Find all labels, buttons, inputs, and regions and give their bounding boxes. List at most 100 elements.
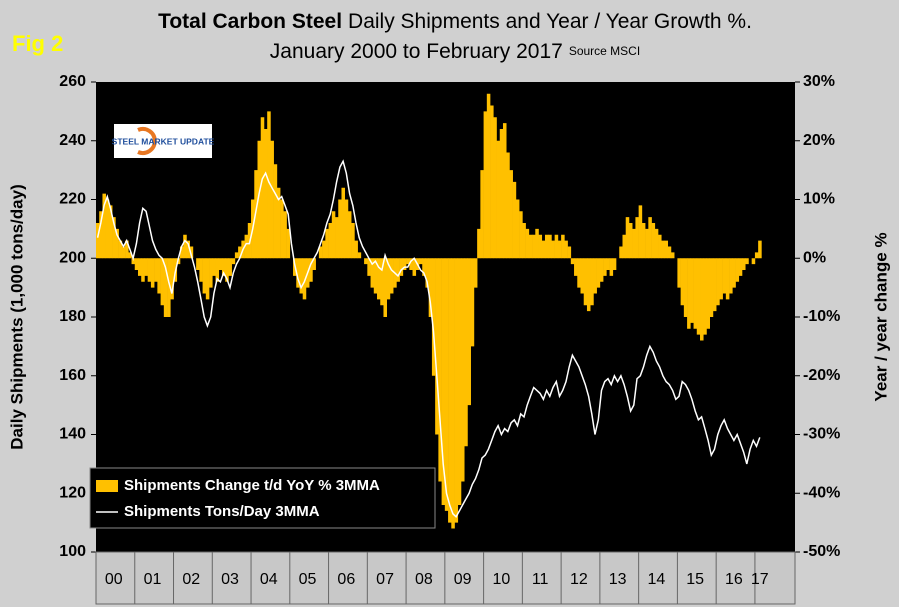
bar xyxy=(312,258,316,270)
bar xyxy=(276,187,281,259)
bar xyxy=(131,258,136,265)
bar xyxy=(386,258,391,300)
y-tick-label: 220 xyxy=(59,191,86,208)
bar xyxy=(325,228,329,259)
bar xyxy=(667,246,672,259)
bar xyxy=(561,234,565,259)
bar xyxy=(460,258,465,482)
bar xyxy=(377,258,381,300)
bar xyxy=(218,258,223,270)
bar xyxy=(105,199,110,259)
fig-label: Fig 2 xyxy=(12,31,63,56)
bar xyxy=(599,258,604,282)
bar xyxy=(751,258,756,265)
bar xyxy=(406,258,410,265)
bar xyxy=(280,199,284,259)
bar xyxy=(732,258,736,288)
bar xyxy=(548,234,552,259)
x-tick-label: 09 xyxy=(454,571,472,588)
bar xyxy=(186,240,190,259)
bar xyxy=(480,170,484,259)
bar xyxy=(144,258,148,276)
logo: STEEL MARKET UPDATE xyxy=(112,124,215,158)
bar xyxy=(283,211,287,259)
title-bold: Total Carbon Steel xyxy=(158,10,342,33)
legend-swatch xyxy=(96,480,118,492)
bar xyxy=(483,111,488,259)
bar xyxy=(709,258,714,317)
bar xyxy=(157,258,161,294)
bar xyxy=(389,258,394,294)
bar xyxy=(648,217,652,259)
bar xyxy=(473,258,478,288)
bar xyxy=(263,129,268,259)
bar xyxy=(160,258,165,306)
bar xyxy=(335,217,339,259)
bar xyxy=(758,240,762,259)
bar xyxy=(622,234,627,259)
bar xyxy=(506,152,510,259)
bar xyxy=(512,181,517,259)
bar xyxy=(225,258,229,282)
bar xyxy=(441,258,446,505)
logo-arc xyxy=(137,127,157,155)
bar xyxy=(509,170,513,259)
y2-tick-label: 30% xyxy=(803,73,835,90)
bar xyxy=(202,258,207,294)
plot-content xyxy=(96,93,762,529)
y2-tick-label: -20% xyxy=(803,367,840,384)
bar xyxy=(409,258,413,270)
bar xyxy=(154,258,158,282)
bar xyxy=(318,246,323,259)
bar xyxy=(690,258,694,323)
legend: Shipments Change t/d YoY % 3MMA Shipment… xyxy=(89,467,436,529)
bar xyxy=(625,217,630,259)
bar xyxy=(367,258,371,276)
bar xyxy=(567,246,572,259)
title-rest: Daily Shipments and Year / Year Growth %… xyxy=(348,10,752,33)
bar xyxy=(354,240,358,259)
line xyxy=(96,159,761,519)
logo-box xyxy=(114,124,212,158)
bar xyxy=(357,252,362,259)
legend-box xyxy=(89,467,436,529)
bar xyxy=(677,258,681,288)
bar xyxy=(564,240,568,259)
bar xyxy=(108,205,113,259)
bar xyxy=(638,205,643,259)
bar xyxy=(544,234,549,259)
bar xyxy=(412,258,417,276)
bar xyxy=(364,258,368,265)
bar xyxy=(448,258,452,523)
bar xyxy=(609,258,614,276)
bar xyxy=(302,258,307,300)
bar xyxy=(141,258,145,282)
bar xyxy=(228,258,232,276)
bar xyxy=(231,258,236,265)
x-tick-label: 10 xyxy=(492,571,510,588)
bar xyxy=(238,246,242,259)
bar xyxy=(351,223,355,259)
bar xyxy=(583,258,588,306)
bar xyxy=(570,258,575,265)
bar xyxy=(221,258,226,276)
bar xyxy=(680,258,685,306)
bar xyxy=(651,223,656,259)
x-tick-label: 05 xyxy=(299,571,317,588)
bar xyxy=(735,258,740,282)
bar xyxy=(538,234,543,259)
bar xyxy=(716,258,720,306)
bar xyxy=(96,223,100,259)
bar xyxy=(399,258,404,276)
bar xyxy=(477,228,481,259)
bar xyxy=(150,258,155,288)
bar xyxy=(628,223,633,259)
bar xyxy=(745,258,749,265)
x-tick-label: 04 xyxy=(260,571,278,588)
bar xyxy=(632,228,636,259)
bar xyxy=(428,258,433,317)
bar xyxy=(586,258,591,312)
bar xyxy=(687,258,691,329)
bar xyxy=(519,211,523,259)
